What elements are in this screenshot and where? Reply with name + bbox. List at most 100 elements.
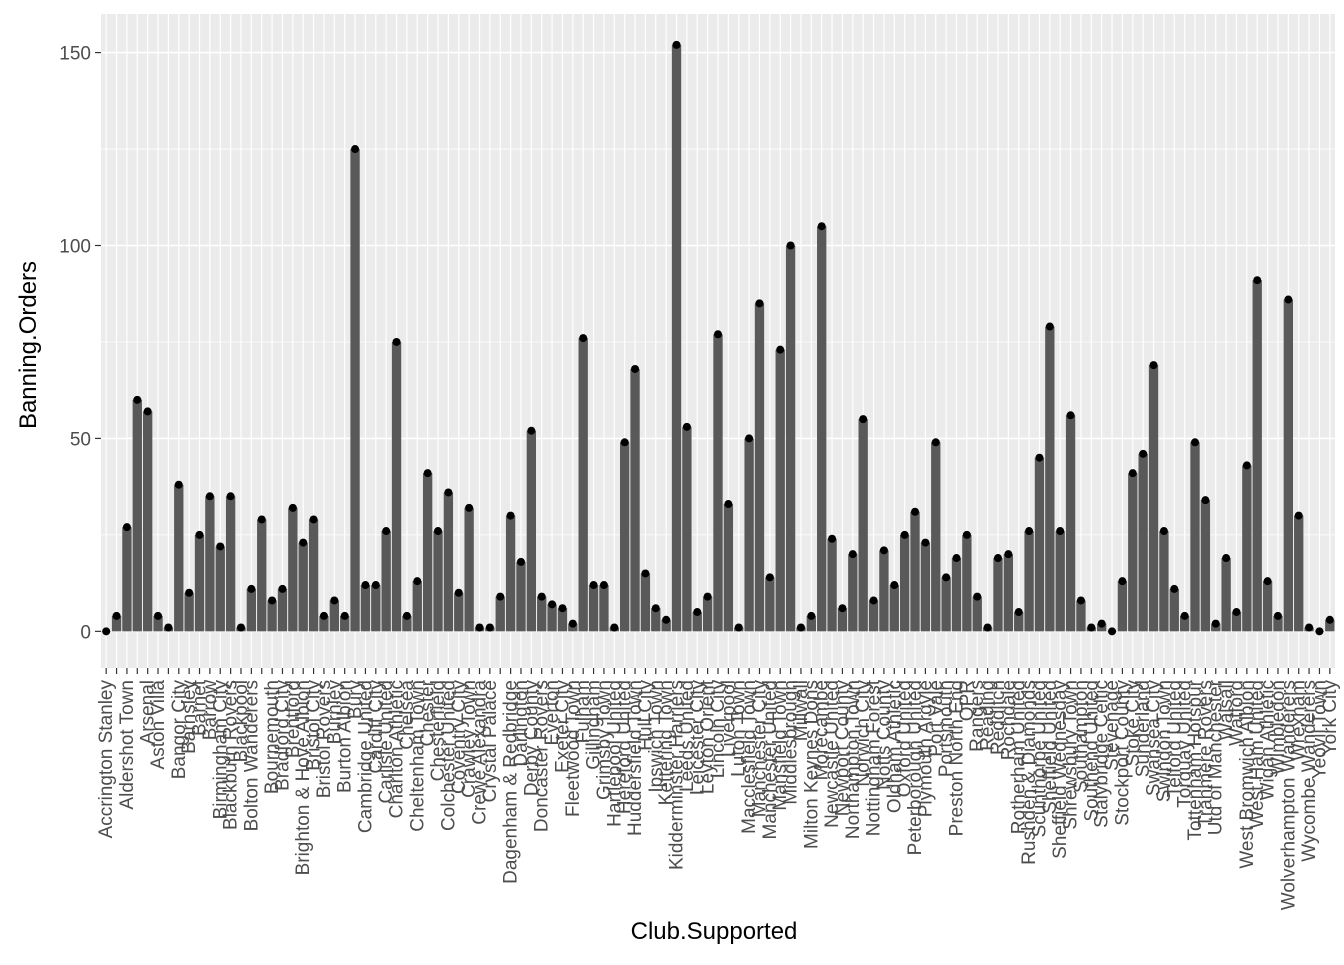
data-point <box>682 422 691 431</box>
data-point <box>257 515 266 524</box>
bar <box>972 596 982 632</box>
x-tick-label: Sheffield Wednesday <box>1050 680 1071 859</box>
bar <box>1076 600 1086 632</box>
data-point <box>195 530 204 539</box>
data-point <box>112 611 121 620</box>
data-point <box>1201 496 1210 505</box>
bar <box>422 473 433 632</box>
x-tick-label: Chelsea <box>397 680 418 750</box>
x-tick-label: Everton <box>542 680 563 745</box>
bar <box>350 149 360 632</box>
data-point <box>371 581 380 590</box>
x-tick-label: Peterborough United <box>905 680 926 855</box>
points-layer <box>102 40 1334 636</box>
x-tick-label: Arsenal <box>138 680 159 744</box>
bar <box>702 596 713 632</box>
x-tick-label: Gillingham <box>584 680 605 770</box>
bar <box>806 615 816 632</box>
x-tick-label: Kidderminster Harriers <box>667 680 688 870</box>
bar <box>713 334 723 632</box>
data-point <box>579 334 588 343</box>
bar <box>931 442 941 632</box>
x-tick-label: Blackpool <box>231 680 252 762</box>
x-axis: Accrington Stanley Aldershot Town ArsenalA… <box>96 668 1341 910</box>
bar <box>889 585 899 632</box>
x-tick-label: Chester <box>418 679 439 746</box>
bar <box>599 585 609 632</box>
bar <box>381 531 391 632</box>
x-tick-label: Darlington <box>511 680 532 767</box>
bar <box>1294 515 1304 632</box>
bar <box>329 600 339 632</box>
data-point <box>154 611 163 620</box>
x-tick-label: Rushden & Diamonds <box>1019 680 1040 865</box>
data-point <box>402 611 411 620</box>
data-point <box>1273 611 1282 620</box>
x-tick-label: Morecambe <box>812 680 833 780</box>
data-point <box>869 596 878 605</box>
bar <box>194 534 205 632</box>
data-point <box>268 596 277 605</box>
x-tick-label: Bradford City <box>272 680 293 791</box>
x-tick-label: Dagenham & Redbridge <box>501 680 522 884</box>
x-tick-label: Manchester United <box>760 680 781 839</box>
x-tick-label: Accrington Stanley <box>96 680 117 839</box>
data-point <box>714 330 722 339</box>
data-point <box>1170 584 1179 593</box>
x-tick-label: Liverpool <box>718 680 739 757</box>
data-point <box>216 542 225 551</box>
bar <box>111 615 122 632</box>
bar <box>516 561 526 632</box>
x-tick-label: Hartlepool United <box>604 680 625 827</box>
bar <box>879 550 889 632</box>
bar <box>765 577 775 632</box>
data-point <box>1076 596 1085 605</box>
x-tick-label: Brentford <box>283 680 304 758</box>
bar <box>1242 465 1252 632</box>
bar <box>951 558 962 632</box>
x-tick-label: Mansfield Town <box>770 680 791 811</box>
x-tick-label: Newport County <box>832 680 853 817</box>
data-point <box>921 538 930 547</box>
x-tick-label: Sunderland <box>1133 680 1154 777</box>
bar <box>257 519 267 632</box>
x-tick-label: Nottingham Forest <box>864 679 885 836</box>
x-tick-label: Wigan Athletic <box>1258 680 1279 800</box>
x-tick-label: Preston North End <box>947 680 968 836</box>
x-tick-label: Birmingham City <box>210 680 231 820</box>
data-point <box>454 588 463 597</box>
data-point <box>143 407 152 416</box>
data-point <box>392 337 401 346</box>
data-point <box>475 623 484 632</box>
x-tick-label: Cardiff City <box>366 680 387 774</box>
data-point <box>516 557 525 566</box>
bar <box>557 608 568 632</box>
x-tick-label: Bolton Wanderers <box>241 680 262 831</box>
data-point <box>330 596 339 605</box>
x-tick-label: Exeter City <box>552 680 573 773</box>
bar <box>1273 615 1283 632</box>
x-tick-label: Brighton & Hove Albion <box>293 680 314 875</box>
x-tick-label: Luton Town <box>729 680 750 777</box>
data-point <box>527 426 536 435</box>
data-point <box>599 581 608 590</box>
bar <box>142 411 153 632</box>
data-point <box>890 581 899 590</box>
data-point <box>506 511 515 520</box>
x-tick-label: Crystal Palace <box>480 680 501 803</box>
x-tick-label: Burnley <box>324 680 345 745</box>
data-point <box>1253 276 1262 285</box>
data-point <box>434 527 443 536</box>
x-tick-label: Rochdale <box>998 680 1019 760</box>
y-tick-label: 0 <box>80 622 91 643</box>
data-point <box>900 530 909 539</box>
data-point <box>102 627 111 636</box>
x-tick-label: Tranmere Rovers <box>1195 680 1216 827</box>
y-axis-title: Banning.Orders <box>15 261 42 429</box>
data-point <box>537 592 546 601</box>
bar <box>174 484 184 632</box>
bar <box>153 615 163 632</box>
data-point <box>1014 608 1023 617</box>
bar <box>848 554 858 632</box>
